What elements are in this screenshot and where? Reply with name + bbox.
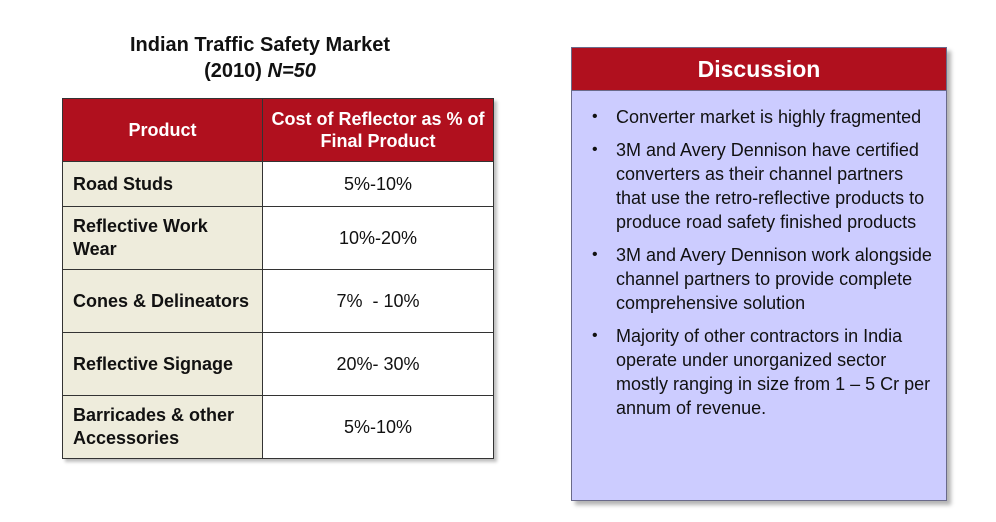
bullet-icon: •	[592, 108, 598, 125]
title-year: (2010)	[204, 60, 268, 82]
discussion-item: • 3M and Avery Dennison have certified co…	[586, 138, 932, 234]
bullet-icon: •	[592, 327, 598, 344]
product-cell: Barricades & other Accessories	[62, 395, 263, 459]
discussion-item-text: Majority of other contractors in India o…	[616, 326, 931, 418]
discussion-item-text: 3M and Avery Dennison have certified con…	[616, 140, 925, 232]
cost-cell: 20%- 30%	[262, 332, 494, 396]
discussion-panel: Discussion • Converter market is highly f…	[571, 47, 947, 501]
cost-cell: 5%-10%	[262, 161, 494, 207]
bullet-icon: •	[592, 141, 598, 158]
cost-cell: 5%-10%	[262, 395, 494, 459]
cost-cell: 10%-20%	[262, 206, 494, 270]
discussion-item: • 3M and Avery Dennison work alongside ch…	[586, 243, 932, 315]
sample-size: N=50	[267, 60, 316, 82]
market-table: Product Cost of Reflector as % of Final …	[62, 98, 494, 459]
discussion-item: • Converter market is highly fragmented	[586, 105, 932, 129]
table-row: Barricades & other Accessories 5%-10%	[62, 395, 494, 459]
product-cell: Cones & Delineators	[62, 269, 263, 333]
title-line-2: (2010) N=50	[62, 58, 458, 84]
market-title: Indian Traffic Safety Market (2010) N=50	[62, 32, 458, 84]
table-row: Reflective Work Wear 10%-20%	[62, 206, 494, 270]
table-row: Road Studs 5%-10%	[62, 161, 494, 207]
product-cell: Road Studs	[62, 161, 263, 207]
discussion-item: • Majority of other contractors in India …	[586, 324, 932, 420]
discussion-title: Discussion	[572, 48, 946, 91]
bullet-icon: •	[592, 246, 598, 263]
cost-cell: 7% - 10%	[262, 269, 494, 333]
table-row: Reflective Signage 20%- 30%	[62, 332, 494, 396]
product-cell: Reflective Signage	[62, 332, 263, 396]
column-header-cost: Cost of Reflector as % of Final Product	[262, 98, 494, 162]
column-header-product: Product	[62, 98, 263, 162]
table-row: Cones & Delineators 7% - 10%	[62, 269, 494, 333]
discussion-item-text: 3M and Avery Dennison work alongside cha…	[616, 245, 932, 313]
product-cell: Reflective Work Wear	[62, 206, 263, 270]
table-header-row: Product Cost of Reflector as % of Final …	[62, 98, 494, 162]
discussion-item-text: Converter market is highly fragmented	[616, 107, 922, 127]
discussion-list: • Converter market is highly fragmented •…	[572, 91, 946, 420]
title-line-1: Indian Traffic Safety Market	[129, 34, 391, 56]
